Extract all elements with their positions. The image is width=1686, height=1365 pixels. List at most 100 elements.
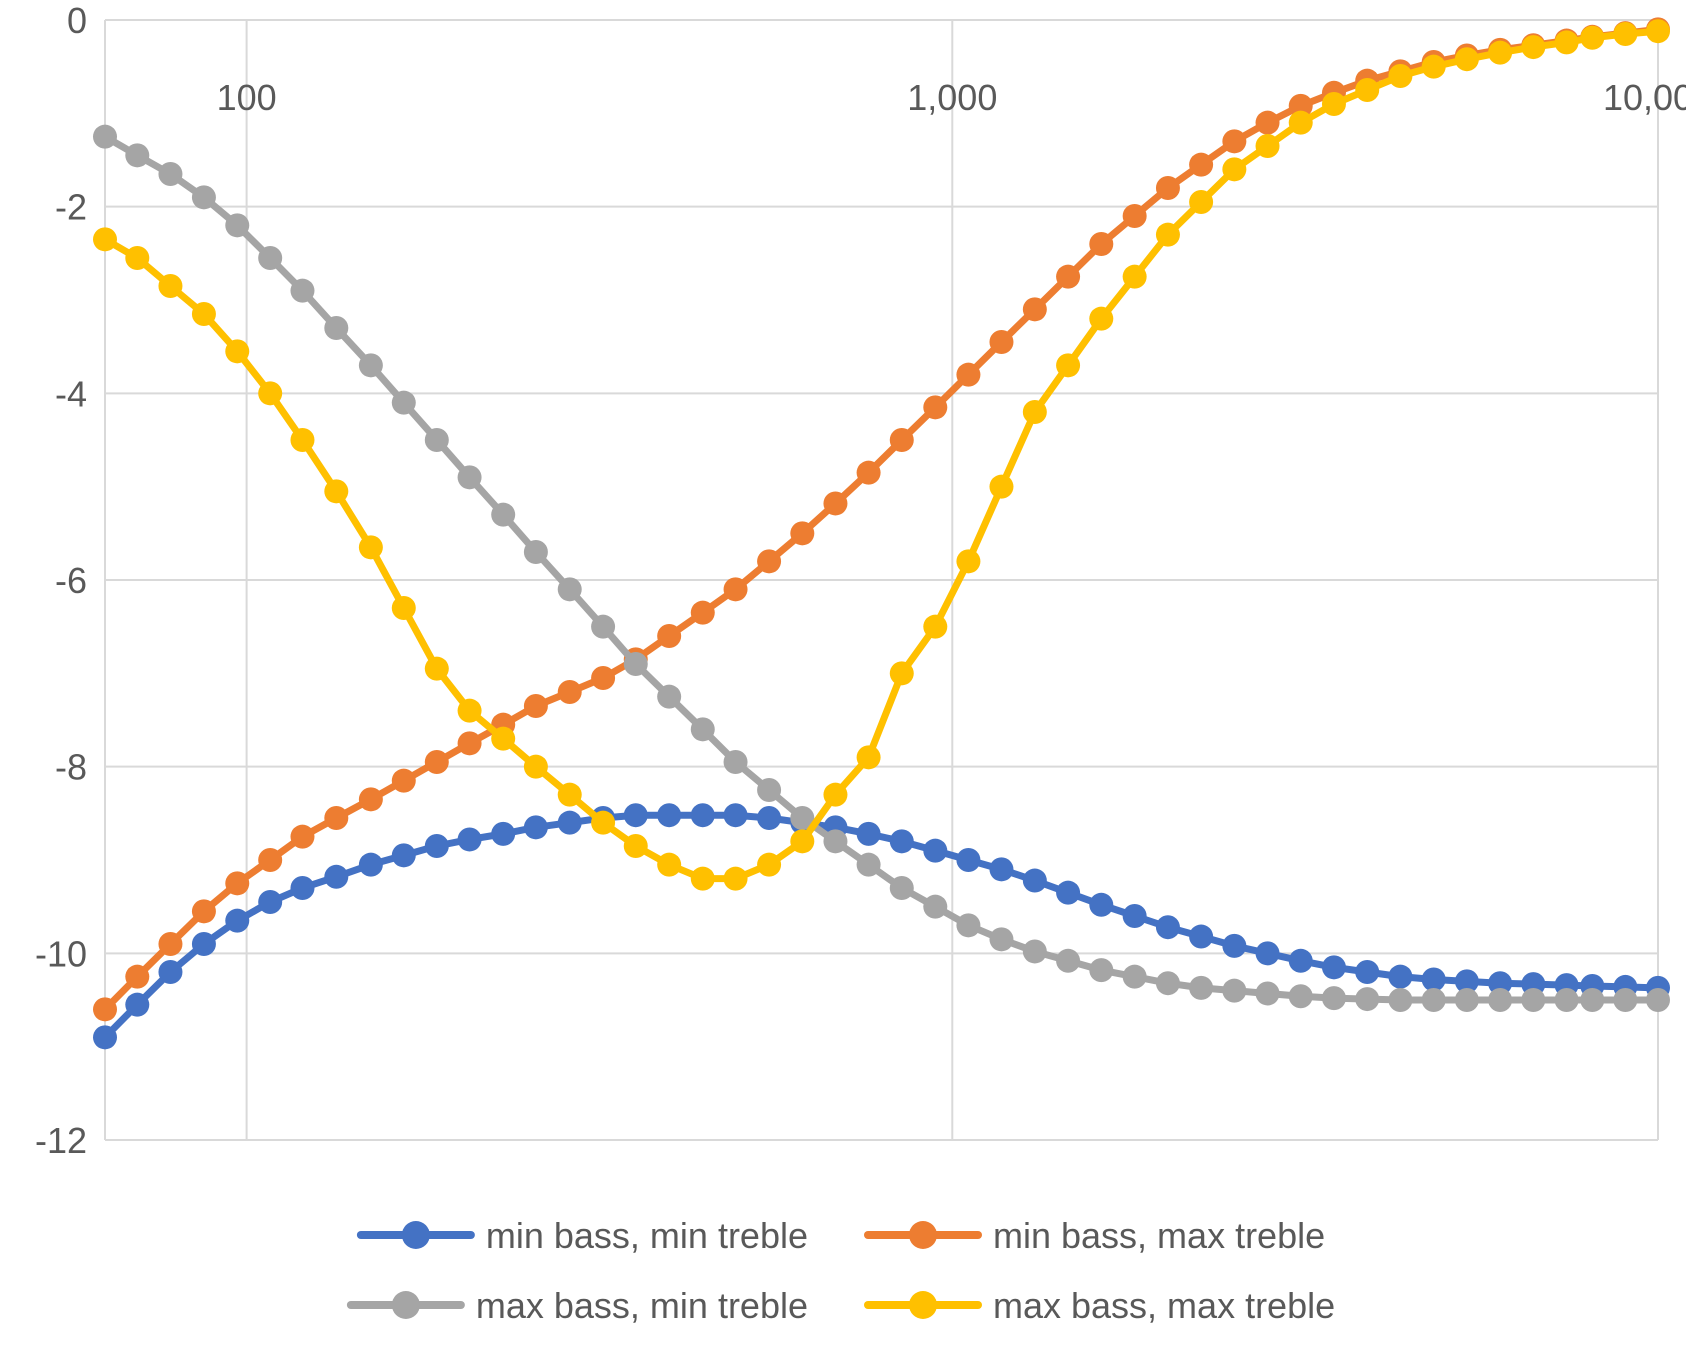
series-marker-min-bass-min-treble [258, 890, 282, 914]
series-marker-max-bass-max-treble [989, 475, 1013, 499]
series-marker-min-bass-min-treble [1023, 869, 1047, 893]
series-marker-max-bass-min-treble [657, 685, 681, 709]
series-marker-max-bass-max-treble [790, 829, 814, 853]
series-marker-max-bass-min-treble [1089, 958, 1113, 982]
series-marker-min-bass-min-treble [624, 803, 648, 827]
series-marker-min-bass-min-treble [857, 822, 881, 846]
series-marker-min-bass-min-treble [425, 834, 449, 858]
legend-label: min bass, max treble [993, 1215, 1325, 1256]
series-marker-max-bass-min-treble [1322, 986, 1346, 1010]
series-marker-max-bass-min-treble [591, 615, 615, 639]
series-marker-max-bass-min-treble [1646, 988, 1670, 1012]
series-marker-min-bass-min-treble [724, 803, 748, 827]
series-marker-min-bass-min-treble [158, 960, 182, 984]
series-marker-max-bass-max-treble [192, 302, 216, 326]
series-marker-min-bass-max-treble [458, 731, 482, 755]
series-marker-min-bass-min-treble [890, 829, 914, 853]
series-marker-max-bass-min-treble [1580, 988, 1604, 1012]
series-marker-max-bass-min-treble [1056, 949, 1080, 973]
series-marker-max-bass-max-treble [1422, 55, 1446, 79]
series-marker-max-bass-max-treble [1488, 41, 1512, 65]
y-tick-label: 0 [67, 0, 87, 41]
series-marker-max-bass-max-treble [1222, 157, 1246, 181]
series-marker-min-bass-max-treble [857, 461, 881, 485]
series-marker-max-bass-max-treble [1023, 400, 1047, 424]
series-marker-min-bass-max-treble [158, 932, 182, 956]
series-marker-max-bass-min-treble [1023, 939, 1047, 963]
series-marker-min-bass-min-treble [458, 827, 482, 851]
series-marker-min-bass-max-treble [425, 750, 449, 774]
series-marker-min-bass-min-treble [524, 815, 548, 839]
series-marker-max-bass-min-treble [1613, 988, 1637, 1012]
series-marker-max-bass-max-treble [1156, 223, 1180, 247]
series-marker-max-bass-min-treble [491, 503, 515, 527]
series-marker-max-bass-max-treble [425, 657, 449, 681]
series-marker-max-bass-max-treble [657, 853, 681, 877]
series-marker-min-bass-max-treble [691, 601, 715, 625]
series-marker-max-bass-max-treble [392, 596, 416, 620]
legend-marker [909, 1221, 937, 1249]
series-marker-max-bass-max-treble [290, 428, 314, 452]
series-marker-max-bass-min-treble [1422, 988, 1446, 1012]
series-marker-max-bass-min-treble [1555, 988, 1579, 1012]
series-marker-min-bass-min-treble [657, 803, 681, 827]
series-marker-min-bass-max-treble [1056, 265, 1080, 289]
legend-label: max bass, max treble [993, 1285, 1335, 1326]
series-marker-min-bass-min-treble [1388, 965, 1412, 989]
series-marker-max-bass-min-treble [1156, 971, 1180, 995]
series-marker-max-bass-min-treble [1123, 965, 1147, 989]
series-marker-max-bass-min-treble [558, 577, 582, 601]
series-marker-max-bass-min-treble [691, 717, 715, 741]
series-marker-min-bass-max-treble [392, 769, 416, 793]
series-marker-max-bass-min-treble [93, 125, 117, 149]
series-marker-min-bass-max-treble [1256, 111, 1280, 135]
series-marker-max-bass-max-treble [1521, 35, 1545, 59]
series-marker-max-bass-max-treble [125, 246, 149, 270]
series-marker-max-bass-max-treble [1580, 26, 1604, 50]
series-marker-min-bass-max-treble [192, 899, 216, 923]
legend-label: min bass, min treble [486, 1215, 808, 1256]
series-marker-max-bass-min-treble [1521, 988, 1545, 1012]
series-marker-min-bass-min-treble [392, 843, 416, 867]
series-marker-max-bass-min-treble [624, 652, 648, 676]
series-marker-max-bass-max-treble [1322, 92, 1346, 116]
series-marker-min-bass-max-treble [1222, 129, 1246, 153]
series-marker-max-bass-max-treble [1189, 190, 1213, 214]
line-chart: 0-2-4-6-8-10-121001,00010,000min bass, m… [0, 0, 1686, 1365]
series-marker-max-bass-min-treble [923, 895, 947, 919]
series-marker-min-bass-max-treble [823, 491, 847, 515]
series-marker-min-bass-min-treble [125, 993, 149, 1017]
series-marker-max-bass-max-treble [359, 535, 383, 559]
series-marker-max-bass-min-treble [1222, 979, 1246, 1003]
y-tick-label: -8 [55, 747, 87, 788]
series-marker-max-bass-min-treble [1388, 988, 1412, 1012]
series-marker-max-bass-max-treble [1256, 134, 1280, 158]
series-marker-max-bass-min-treble [757, 778, 781, 802]
series-marker-min-bass-max-treble [558, 680, 582, 704]
x-tick-label: 1,000 [907, 77, 997, 118]
series-marker-max-bass-min-treble [359, 353, 383, 377]
series-marker-min-bass-max-treble [1156, 176, 1180, 200]
series-marker-max-bass-max-treble [1455, 47, 1479, 71]
series-marker-max-bass-min-treble [1289, 984, 1313, 1008]
series-marker-min-bass-max-treble [93, 997, 117, 1021]
series-marker-min-bass-min-treble [1422, 967, 1446, 991]
series-marker-min-bass-min-treble [757, 806, 781, 830]
y-tick-label: -2 [55, 187, 87, 228]
series-marker-max-bass-min-treble [290, 279, 314, 303]
series-marker-min-bass-min-treble [923, 839, 947, 863]
series-marker-max-bass-max-treble [857, 745, 881, 769]
y-tick-label: -10 [35, 933, 87, 974]
series-marker-min-bass-min-treble [1289, 949, 1313, 973]
series-marker-max-bass-min-treble [823, 829, 847, 853]
series-marker-max-bass-min-treble [225, 213, 249, 237]
series-marker-max-bass-min-treble [724, 750, 748, 774]
series-marker-max-bass-max-treble [1089, 307, 1113, 331]
series-marker-max-bass-max-treble [1555, 30, 1579, 54]
series-marker-max-bass-max-treble [624, 834, 648, 858]
series-marker-max-bass-max-treble [956, 549, 980, 573]
series-marker-min-bass-min-treble [1123, 904, 1147, 928]
series-marker-max-bass-max-treble [1355, 78, 1379, 102]
series-marker-min-bass-min-treble [1222, 934, 1246, 958]
series-marker-min-bass-min-treble [1156, 915, 1180, 939]
